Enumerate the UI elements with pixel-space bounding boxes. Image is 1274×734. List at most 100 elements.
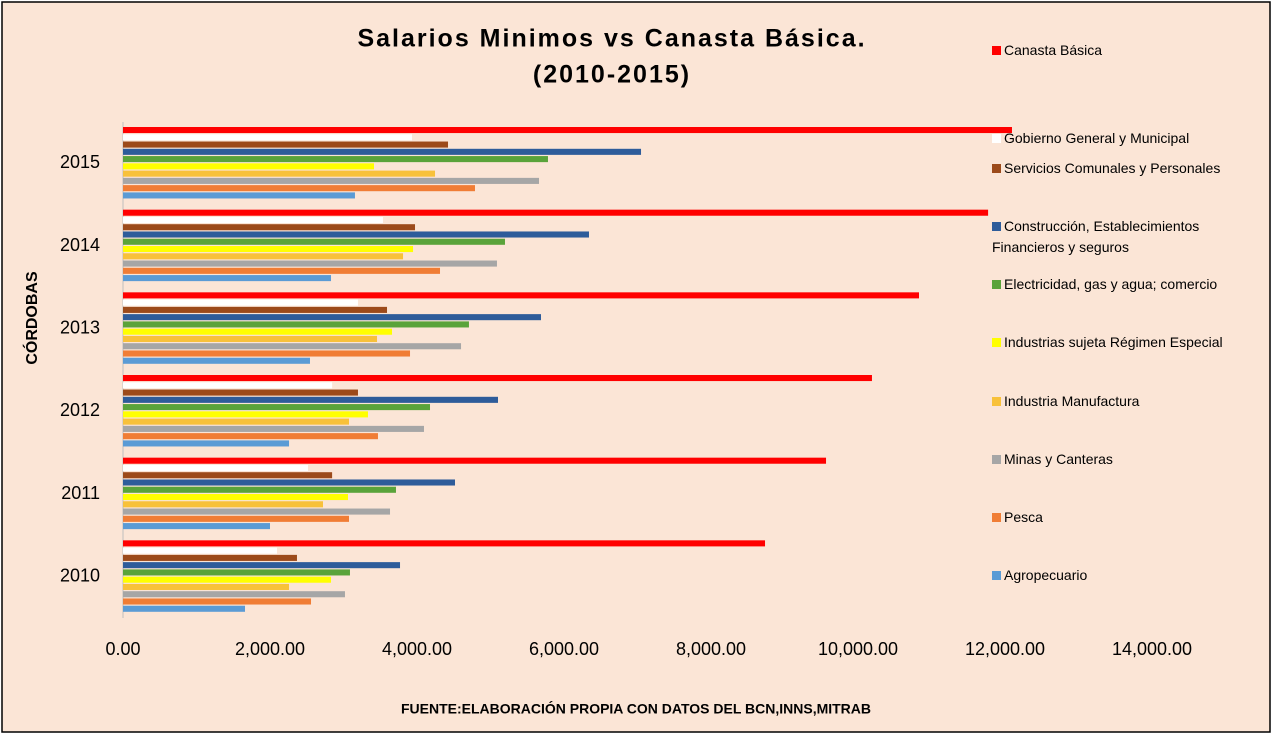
bar bbox=[123, 486, 396, 493]
bar bbox=[123, 253, 404, 260]
bar bbox=[123, 494, 348, 501]
legend-label: Electricidad, gas y agua; comercio bbox=[1004, 276, 1218, 292]
legend-item: Minas y Canteras bbox=[992, 449, 1267, 470]
bar bbox=[123, 170, 436, 177]
legend-swatch bbox=[992, 455, 1001, 464]
bar bbox=[123, 523, 270, 530]
bar bbox=[123, 540, 766, 547]
bar bbox=[123, 314, 541, 321]
bar bbox=[123, 127, 1012, 134]
bar bbox=[123, 425, 424, 432]
x-tick-label: 0.00 bbox=[105, 639, 140, 659]
legend-label: Servicios Comunales y Personales bbox=[1004, 160, 1221, 176]
bar bbox=[123, 267, 441, 274]
bar bbox=[123, 418, 350, 425]
bar bbox=[123, 569, 350, 576]
bar bbox=[123, 605, 246, 612]
bar bbox=[123, 433, 378, 440]
bar bbox=[123, 357, 310, 364]
bar bbox=[123, 457, 827, 464]
legend-item: Gobierno General y Municipal bbox=[992, 128, 1267, 149]
chart-title: Salarios Minimos vs Canasta Básica. bbox=[357, 25, 866, 53]
bar bbox=[123, 260, 497, 267]
legend-item: Electricidad, gas y agua; comercio bbox=[992, 274, 1267, 295]
legend-swatch bbox=[992, 280, 1001, 289]
legend-label: Minas y Canteras bbox=[1004, 451, 1113, 467]
bar bbox=[123, 321, 469, 328]
bar bbox=[123, 192, 355, 199]
bar bbox=[123, 335, 378, 342]
bar bbox=[123, 562, 401, 569]
legend-item: Agropecuario bbox=[992, 565, 1267, 586]
legend-swatch bbox=[992, 397, 1001, 406]
bar bbox=[123, 508, 391, 515]
legend-label: Construcción, Establecimientos Financier… bbox=[992, 218, 1200, 255]
bar bbox=[123, 411, 368, 418]
legend-label: Industrias sujeta Régimen Especial bbox=[1004, 334, 1223, 350]
legend-item: Servicios Comunales y Personales bbox=[992, 158, 1267, 179]
legend-swatch bbox=[992, 46, 1001, 55]
bar bbox=[123, 238, 505, 245]
bar bbox=[123, 216, 383, 223]
bar bbox=[123, 501, 323, 508]
chart-subtitle: (2010-2015) bbox=[533, 61, 691, 89]
x-tick-label: 8,000.00 bbox=[676, 639, 746, 659]
bar bbox=[123, 134, 413, 141]
y-tick-label: 2013 bbox=[60, 317, 100, 337]
y-tick-label: 2015 bbox=[60, 152, 100, 172]
bar bbox=[123, 591, 345, 598]
bar bbox=[123, 389, 358, 396]
x-tick-label: 14,000.00 bbox=[1112, 639, 1192, 659]
bar bbox=[123, 350, 411, 357]
legend-item: Canasta Básica bbox=[992, 40, 1267, 61]
bar bbox=[123, 156, 548, 163]
bar bbox=[123, 163, 375, 170]
bar bbox=[123, 299, 358, 306]
bar bbox=[123, 148, 642, 155]
bar bbox=[123, 404, 431, 411]
bar bbox=[123, 292, 920, 299]
bar bbox=[123, 583, 290, 590]
bar bbox=[123, 177, 540, 184]
bar bbox=[123, 547, 277, 554]
legend-item: Industrias sujeta Régimen Especial bbox=[992, 332, 1267, 353]
legend-item: Pesca bbox=[992, 507, 1267, 528]
bar bbox=[123, 209, 989, 216]
y-tick-label: 2010 bbox=[60, 565, 100, 585]
bar bbox=[123, 246, 414, 253]
bar bbox=[123, 479, 455, 486]
x-tick-label: 6,000.00 bbox=[529, 639, 599, 659]
legend-label: Agropecuario bbox=[1004, 567, 1088, 583]
legend-label: Pesca bbox=[1004, 509, 1043, 525]
legend-swatch bbox=[992, 338, 1001, 347]
x-tick-label: 10,000.00 bbox=[818, 639, 898, 659]
bar bbox=[123, 328, 393, 335]
legend-swatch bbox=[992, 134, 1001, 143]
legend-swatch bbox=[992, 513, 1001, 522]
bar bbox=[123, 396, 498, 403]
bar bbox=[123, 231, 589, 238]
x-tick-label: 4,000.00 bbox=[382, 639, 452, 659]
y-axis-label: CÓRDOBAS bbox=[22, 271, 41, 365]
bar bbox=[123, 576, 332, 583]
legend-item: Construcción, Establecimientos Financier… bbox=[992, 216, 1267, 258]
bar bbox=[123, 464, 308, 471]
legend-label: Gobierno General y Municipal bbox=[1004, 130, 1190, 146]
legend-label: Canasta Básica bbox=[1004, 42, 1103, 58]
bar bbox=[123, 515, 350, 522]
bar bbox=[123, 472, 333, 479]
bar bbox=[123, 185, 475, 192]
legend-swatch bbox=[992, 164, 1001, 173]
source-note: FUENTE:ELABORACIÓN PROPIA CON DATOS DEL … bbox=[401, 700, 871, 717]
bar bbox=[123, 224, 416, 231]
bar bbox=[123, 440, 290, 447]
y-tick-label: 2014 bbox=[60, 235, 100, 255]
x-tick-label: 2,000.00 bbox=[235, 639, 305, 659]
legend-swatch bbox=[992, 222, 1001, 231]
x-tick-label: 12,000.00 bbox=[965, 639, 1045, 659]
y-tick-label: 2012 bbox=[60, 400, 100, 420]
bar bbox=[123, 375, 872, 382]
